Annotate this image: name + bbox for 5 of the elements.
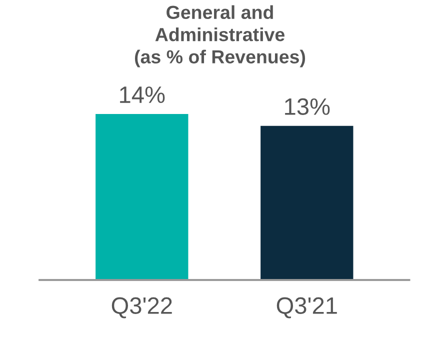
x-tick-label: Q3'21: [276, 297, 337, 318]
chart-title: General and Administrative (as % of Revenues): [134, 5, 306, 68]
data-label: 14%: [120, 86, 165, 104]
x-tick-label: Q3'22: [112, 297, 172, 318]
data-label: 13%: [285, 98, 330, 116]
